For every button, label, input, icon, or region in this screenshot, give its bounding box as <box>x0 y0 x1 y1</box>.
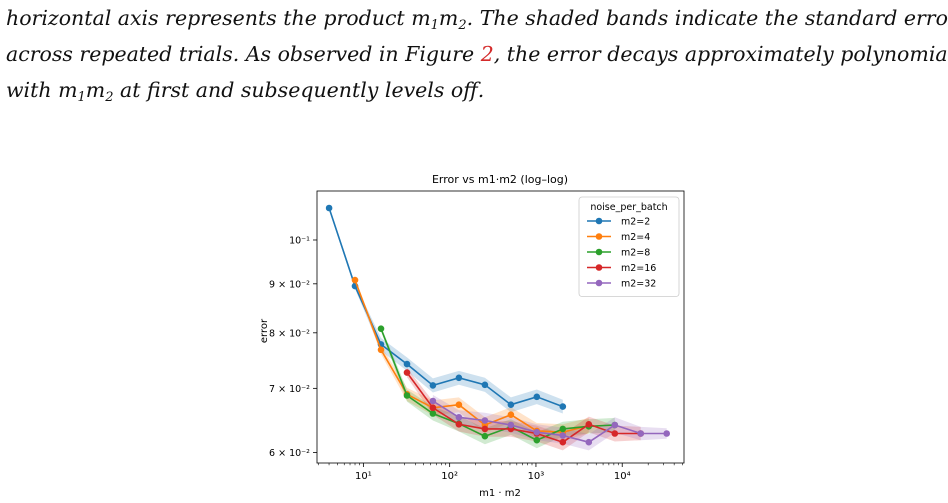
x-tick-label: 10¹ <box>355 471 372 482</box>
text-span: with <box>6 78 59 102</box>
data-point-m2-4 <box>507 411 515 418</box>
x-tick-label: 10³ <box>528 471 545 482</box>
x-tick-label: 10² <box>441 471 458 482</box>
data-point-m2-32 <box>533 428 541 436</box>
data-point-m2-8 <box>533 436 541 444</box>
data-point-m2-16 <box>559 438 567 446</box>
figure-reference-link[interactable]: 2 <box>480 42 494 66</box>
data-point-m2-32 <box>559 432 567 439</box>
error-vs-m1m2-chart: Error vs m1·m2 (log–log) 10¹ 10² 10³ 10⁴ 6 ×… <box>259 173 685 499</box>
data-point-m2-2 <box>429 382 437 389</box>
y-tick-label: 7 × 10⁻² <box>269 384 310 395</box>
paragraph-line-3: with m1m2 at first and subsequently leve… <box>6 72 946 108</box>
data-point-m2-8 <box>403 392 411 399</box>
math-m1m2: m1m2 <box>58 78 114 105</box>
plot-area: 10¹ 10² 10³ 10⁴ 6 × 10⁻² 7 × 10⁻² 8 × 10⁻² 9 × … <box>269 190 685 482</box>
legend-label-m2-16: m2=16 <box>621 263 656 274</box>
data-point-m2-32 <box>481 417 489 424</box>
legend-label-m2-8: m2=8 <box>621 248 650 259</box>
legend-title: noise_per_batch <box>590 202 667 213</box>
series-line-m2-16 <box>406 372 641 444</box>
data-point-m2-32 <box>507 421 515 429</box>
legend-label-m2-32: m2=32 <box>621 279 656 290</box>
legend-marker-m2-16 <box>595 264 603 271</box>
data-point-m2-2 <box>533 393 541 401</box>
data-point-m2-16 <box>403 369 411 376</box>
y-tick-label: 10⁻¹ <box>289 235 310 246</box>
error-band-m2-32 <box>432 394 667 451</box>
series-line-m2-4 <box>354 279 589 434</box>
legend-marker-m2-4 <box>595 233 603 240</box>
legend-marker-m2-32 <box>595 279 603 287</box>
y-tick-label: 9 × 10⁻² <box>269 279 310 290</box>
text-span: . The shaded bands indicate the standard… <box>466 6 948 30</box>
x-tick-label: 10⁴ <box>614 471 631 482</box>
legend-marker-m2-2 <box>595 217 603 225</box>
plot-frame <box>316 190 685 464</box>
data-point-m2-16 <box>455 421 463 428</box>
error-band-m2-16 <box>407 368 641 451</box>
data-point-m2-2 <box>455 374 463 382</box>
paragraph-line-2: across repeated trials. As observed in F… <box>6 36 948 72</box>
error-band-m2-8 <box>381 326 615 449</box>
data-point-m2-8 <box>559 425 567 433</box>
y-tick-label: 8 × 10⁻² <box>269 328 310 339</box>
y-axis-label: error <box>259 318 270 343</box>
x-axis-label: m1 · m2 <box>479 488 521 499</box>
data-point-m2-4 <box>455 401 463 408</box>
data-point-m2-2 <box>559 403 567 410</box>
math-m1m2: m1m2 <box>411 6 467 33</box>
data-point-m2-8 <box>377 325 385 332</box>
data-point-m2-4 <box>351 276 359 284</box>
data-point-m2-8 <box>429 410 437 417</box>
data-point-m2-32 <box>663 430 670 437</box>
series-line-m2-32 <box>432 400 667 444</box>
text-span: horizontal axis represents the product <box>6 6 412 30</box>
data-point-m2-2 <box>403 360 411 368</box>
data-point-m2-16 <box>429 404 437 412</box>
body-paragraph: horizontal axis represents the product m… <box>6 0 948 108</box>
error-band-m2-2 <box>329 206 563 414</box>
paragraph-line-1: horizontal axis represents the product m… <box>6 0 948 36</box>
data-point-m2-2 <box>481 381 489 389</box>
data-point-m2-32 <box>585 438 593 446</box>
y-tick-label: 6 × 10⁻² <box>269 448 310 459</box>
legend-box <box>578 196 680 297</box>
legend-label-m2-2: m2=2 <box>621 217 650 228</box>
legend-label-m2-4: m2=4 <box>621 232 650 243</box>
data-point-m2-32 <box>455 414 463 421</box>
text-span: at first and subsequently levels off. <box>113 78 485 102</box>
data-point-m2-32 <box>637 430 644 437</box>
data-point-m2-16 <box>585 421 593 428</box>
data-point-m2-2 <box>507 401 515 408</box>
legend-marker-m2-8 <box>595 248 603 256</box>
data-point-m2-2 <box>325 204 333 212</box>
data-point-m2-16 <box>481 425 489 433</box>
data-point-m2-32 <box>611 421 619 429</box>
series-line-m2-8 <box>380 328 615 442</box>
data-point-m2-4 <box>377 346 385 354</box>
text-span: , the error decays approximately polynom… <box>493 42 948 66</box>
text-span: across repeated trials. As observed in F… <box>6 42 481 66</box>
data-point-m2-8 <box>481 432 489 440</box>
data-point-m2-16 <box>611 430 619 437</box>
chart-title: Error vs m1·m2 (log–log) <box>432 173 568 186</box>
data-point-m2-32 <box>429 397 437 405</box>
